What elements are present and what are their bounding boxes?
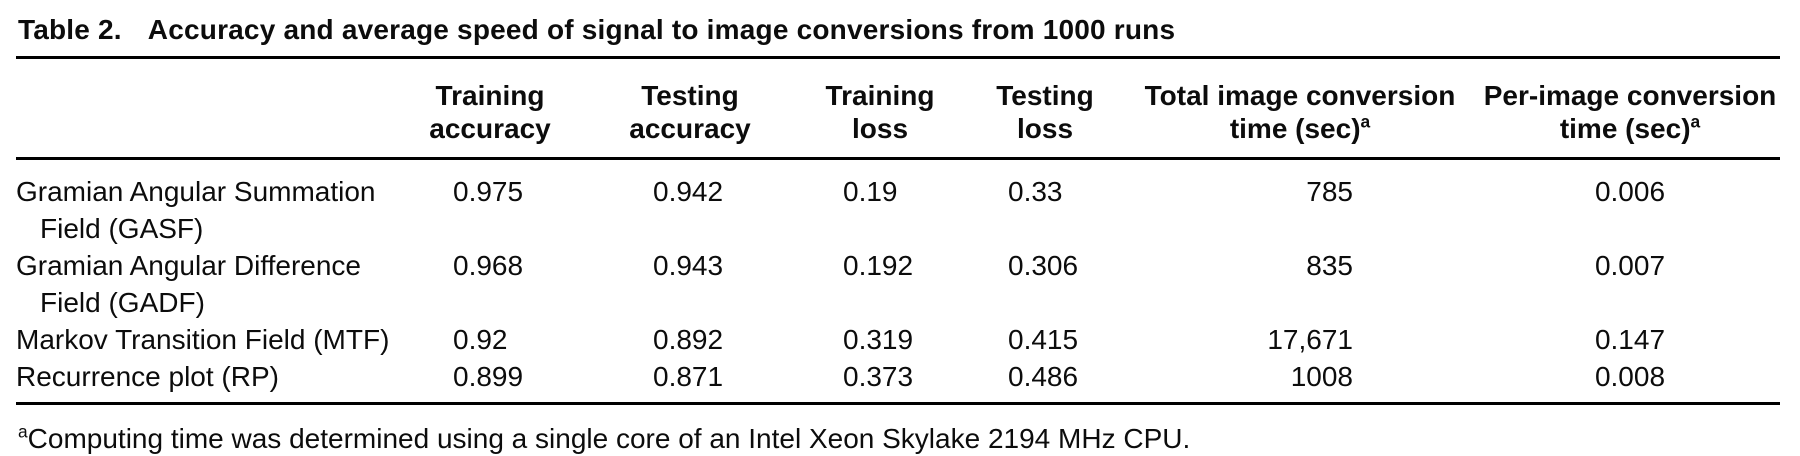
cell-testing-loss: 0.33: [1008, 176, 1063, 207]
table-title: Accuracy and average speed of signal to …: [147, 14, 1176, 45]
cell-training-loss: 0.19: [843, 176, 898, 207]
table-caption: Table 2. Accuracy and average speed of s…: [16, 8, 1780, 56]
table-row-mtf: Markov Transition Field (MTF) 0.92 0.892…: [16, 321, 1780, 358]
cell-per-image-time: 0.008: [1594, 361, 1666, 392]
cell-training-accuracy: 0.92: [453, 324, 508, 355]
table-body: Gramian Angular Summation Field (GASF) 0…: [16, 159, 1780, 404]
table-header: Training accuracy Testing accuracy Train…: [16, 59, 1780, 160]
table-number-label: Table 2.: [18, 14, 122, 45]
row-label: Gramian Angular Summation Field (GASF): [16, 176, 376, 244]
cell-testing-accuracy: 0.942: [653, 176, 724, 207]
cell-testing-loss: 0.306: [1008, 250, 1079, 281]
paper-table-figure: Table 2. Accuracy and average speed of s…: [16, 8, 1780, 454]
header-testing-loss: Testing loss: [970, 59, 1120, 160]
results-table: Training accuracy Testing accuracy Train…: [16, 59, 1780, 405]
row-label: Recurrence plot (RP): [16, 361, 279, 392]
caption-rule: [16, 56, 1780, 59]
table-footnote: aComputing time was determined using a s…: [16, 422, 1780, 456]
header-per-image-conversion-time: Per-image conversion time (sec)a: [1480, 59, 1780, 160]
cell-total-time: 835: [1306, 250, 1353, 281]
cell-per-image-time: 0.147: [1594, 324, 1666, 355]
cell-training-accuracy: 0.968: [453, 250, 524, 281]
cell-per-image-time: 0.007: [1594, 250, 1666, 281]
footnote-marker-superscript: a: [1690, 111, 1701, 132]
cell-testing-loss: 0.415: [1008, 324, 1079, 355]
cell-training-loss: 0.192: [843, 250, 914, 281]
cell-training-loss: 0.373: [843, 361, 914, 392]
cell-training-accuracy: 0.899: [453, 361, 524, 392]
header-row-label-spacer: [16, 59, 390, 160]
cell-testing-accuracy: 0.871: [653, 361, 724, 392]
header-total-conversion-time: Total image conversion time (sec)a: [1120, 59, 1480, 160]
cell-testing-accuracy: 0.892: [653, 324, 724, 355]
table-row-rp: Recurrence plot (RP) 0.899 0.871 0.373 0…: [16, 358, 1780, 404]
cell-per-image-time: 0.006: [1594, 176, 1666, 207]
cell-total-time: 1008: [1290, 361, 1353, 392]
row-label: Gramian Angular Difference Field (GADF): [16, 250, 361, 318]
header-training-loss: Training loss: [790, 59, 970, 160]
row-label: Markov Transition Field (MTF): [16, 324, 390, 355]
header-testing-accuracy: Testing accuracy: [590, 59, 790, 160]
table-row-gasf: Gramian Angular Summation Field (GASF) 0…: [16, 159, 1780, 248]
cell-training-loss: 0.319: [843, 324, 914, 355]
footnote-text: Computing time was determined using a si…: [27, 423, 1191, 454]
cell-total-time: 785: [1306, 176, 1353, 207]
cell-testing-loss: 0.486: [1008, 361, 1079, 392]
table-row-gadf: Gramian Angular Difference Field (GADF) …: [16, 247, 1780, 321]
cell-training-accuracy: 0.975: [453, 176, 524, 207]
cell-total-time: 17,671: [1267, 324, 1353, 355]
header-row: Training accuracy Testing accuracy Train…: [16, 59, 1780, 160]
footnote-marker-superscript: a: [1360, 111, 1371, 132]
header-training-accuracy: Training accuracy: [390, 59, 590, 160]
cell-testing-accuracy: 0.943: [653, 250, 724, 281]
